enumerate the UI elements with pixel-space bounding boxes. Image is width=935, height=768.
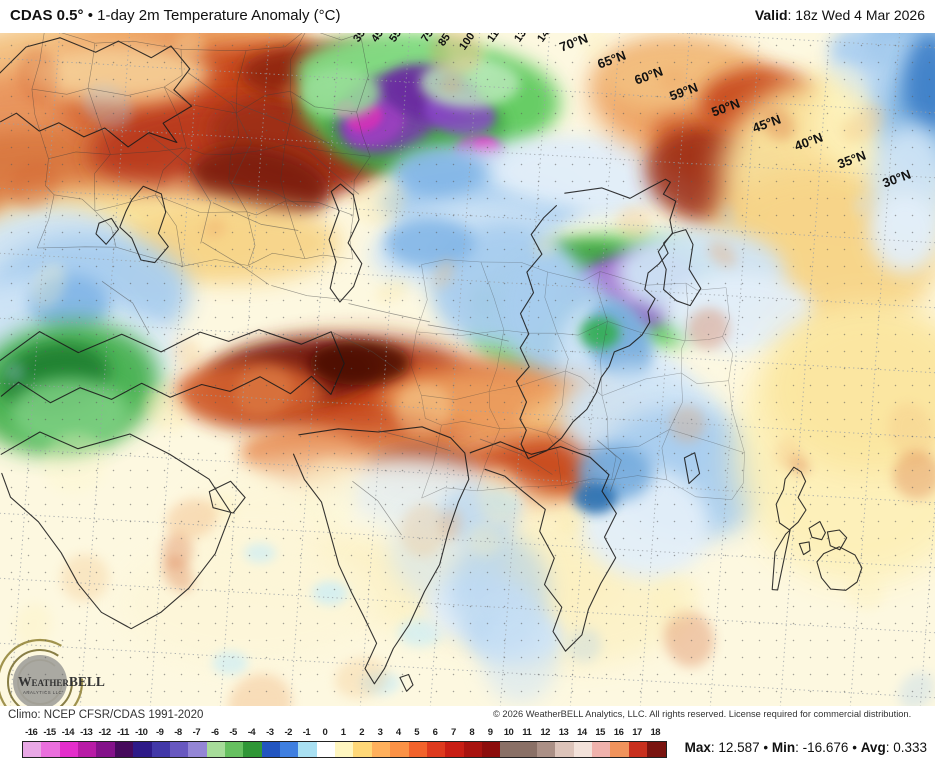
svg-text:ANALYTICS LLC: ANALYTICS LLC (23, 690, 62, 695)
